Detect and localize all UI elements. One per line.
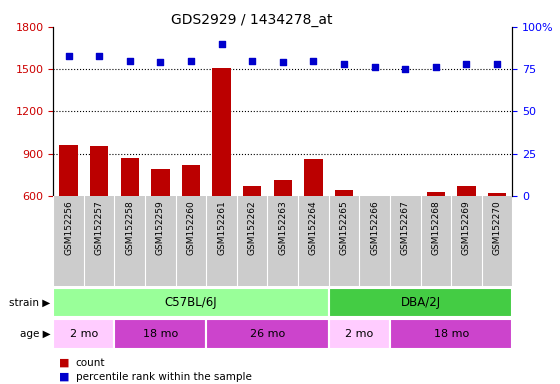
- Text: strain ▶: strain ▶: [9, 297, 50, 308]
- Text: GSM152268: GSM152268: [431, 200, 440, 255]
- Bar: [206, 319, 329, 349]
- Text: GSM152260: GSM152260: [186, 200, 195, 255]
- Text: 18 mo: 18 mo: [143, 329, 178, 339]
- Bar: [304, 159, 323, 280]
- Point: [64, 53, 73, 59]
- Bar: [366, 199, 384, 280]
- Point: [278, 59, 287, 65]
- Bar: [120, 158, 139, 280]
- Point: [370, 65, 379, 71]
- Text: GSM152262: GSM152262: [248, 200, 256, 255]
- Text: 18 mo: 18 mo: [433, 329, 469, 339]
- Text: ■: ■: [59, 372, 69, 382]
- Text: GSM152269: GSM152269: [462, 200, 471, 255]
- Bar: [458, 186, 475, 280]
- Point: [401, 66, 410, 72]
- Text: C57BL/6J: C57BL/6J: [165, 296, 217, 309]
- Point: [186, 58, 195, 64]
- Point: [431, 65, 440, 71]
- Text: GSM152264: GSM152264: [309, 200, 318, 255]
- Point: [309, 58, 318, 64]
- Text: GSM152256: GSM152256: [64, 200, 73, 255]
- Text: GSM152265: GSM152265: [339, 200, 348, 255]
- Point: [339, 61, 348, 67]
- Bar: [59, 145, 78, 280]
- Text: GSM152270: GSM152270: [493, 200, 502, 255]
- Bar: [488, 193, 506, 280]
- Bar: [335, 190, 353, 280]
- Text: GSM152257: GSM152257: [95, 200, 104, 255]
- Text: 26 mo: 26 mo: [250, 329, 285, 339]
- Text: 2 mo: 2 mo: [345, 329, 374, 339]
- Text: GSM152266: GSM152266: [370, 200, 379, 255]
- Text: GSM152261: GSM152261: [217, 200, 226, 255]
- Bar: [212, 68, 231, 280]
- Bar: [114, 319, 206, 349]
- Text: ■: ■: [59, 358, 69, 368]
- Point: [125, 58, 134, 64]
- Bar: [182, 165, 200, 280]
- Text: count: count: [76, 358, 105, 368]
- Text: 2 mo: 2 mo: [69, 329, 98, 339]
- Bar: [396, 201, 414, 280]
- Bar: [329, 319, 390, 349]
- Point: [217, 41, 226, 47]
- Text: GSM152258: GSM152258: [125, 200, 134, 255]
- Bar: [53, 319, 114, 349]
- Bar: [243, 186, 262, 280]
- Point: [156, 59, 165, 65]
- Text: age ▶: age ▶: [20, 329, 50, 339]
- Text: DBA/2J: DBA/2J: [400, 296, 441, 309]
- Text: GSM152259: GSM152259: [156, 200, 165, 255]
- Bar: [427, 192, 445, 280]
- Point: [95, 53, 104, 59]
- Bar: [274, 180, 292, 280]
- Bar: [329, 288, 512, 317]
- Text: GSM152267: GSM152267: [401, 200, 410, 255]
- Text: percentile rank within the sample: percentile rank within the sample: [76, 372, 251, 382]
- Bar: [53, 288, 329, 317]
- Point: [493, 61, 502, 67]
- Text: GDS2929 / 1434278_at: GDS2929 / 1434278_at: [171, 13, 333, 27]
- Point: [462, 61, 471, 67]
- Point: [248, 58, 256, 64]
- Bar: [390, 319, 512, 349]
- Bar: [90, 146, 108, 280]
- Text: GSM152263: GSM152263: [278, 200, 287, 255]
- Bar: [151, 169, 170, 280]
